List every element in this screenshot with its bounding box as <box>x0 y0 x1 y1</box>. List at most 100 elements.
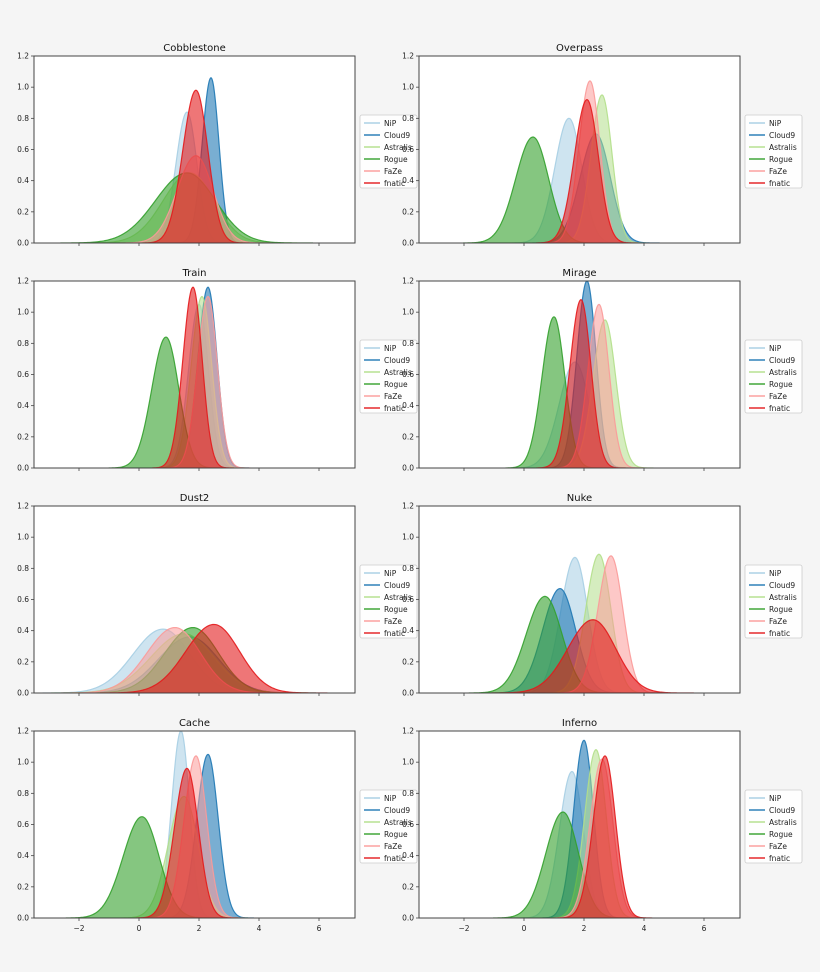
legend-box <box>744 564 803 639</box>
legend-label-astralis: Astralis <box>384 818 412 827</box>
legend-label-fnatic: fnatic <box>769 854 790 863</box>
legend-label-fnatic: fnatic <box>384 404 405 413</box>
legend-label-faze: FaZe <box>769 392 787 401</box>
y-tick-label: 0.2 <box>17 207 29 216</box>
legend-label-faze: FaZe <box>384 392 402 401</box>
density-nuke-fnatic <box>491 619 694 693</box>
y-tick-label: 0.2 <box>402 657 414 666</box>
legend-label-rogue: Rogue <box>384 155 408 164</box>
y-tick-label: 0.8 <box>17 114 29 123</box>
legend-label-astralis: Astralis <box>384 143 412 152</box>
legend-box <box>744 114 803 189</box>
y-tick-label: 0.2 <box>17 657 29 666</box>
panel-title-mirage: Mirage <box>562 268 596 279</box>
density-cache-fnatic <box>136 767 238 918</box>
panel-title-cache: Cache <box>179 718 210 729</box>
legend-label-nip: NiP <box>769 119 782 128</box>
y-tick-label: 1.0 <box>17 533 29 542</box>
y-tick-label: 0.8 <box>17 564 29 573</box>
y-tick-label: 0.2 <box>17 882 29 891</box>
legend-label-astralis: Astralis <box>769 818 797 827</box>
y-tick-label: 1.0 <box>402 533 414 542</box>
legend-label-cloud9: Cloud9 <box>384 581 410 590</box>
y-tick-label: 0.8 <box>402 564 414 573</box>
legend-box <box>744 789 803 864</box>
y-tick-label: 0.2 <box>402 207 414 216</box>
legend-label-fnatic: fnatic <box>769 179 790 188</box>
legend-box <box>744 339 803 414</box>
legend-label-faze: FaZe <box>769 842 787 851</box>
y-tick-label: 0.6 <box>17 820 29 829</box>
x-tick-label: 4 <box>257 924 262 933</box>
legend-label-fnatic: fnatic <box>384 629 405 638</box>
y-tick-label: 0.0 <box>17 914 29 923</box>
legend-label-rogue: Rogue <box>384 830 408 839</box>
y-tick-label: 1.0 <box>402 308 414 317</box>
y-tick-label: 1.0 <box>17 83 29 92</box>
x-tick-label: −2 <box>458 924 469 933</box>
legend-dust2: NiP Cloud9 Astralis Rogue FaZe fnatic <box>359 564 418 639</box>
legend-label-fnatic: fnatic <box>384 854 405 863</box>
legend-label-rogue: Rogue <box>769 605 793 614</box>
legend-box <box>359 114 418 189</box>
y-tick-label: 1.2 <box>17 727 29 736</box>
legend-label-astralis: Astralis <box>769 368 797 377</box>
density-dust2-fnatic <box>100 623 328 693</box>
x-tick-label: 4 <box>642 924 647 933</box>
panel-cobblestone: Cobblestone 0.0 0.2 0.4 0.6 0.8 1.0 1.2 NiP Cloud… <box>17 43 418 248</box>
legend-label-faze: FaZe <box>384 617 402 626</box>
y-tick-label: 1.2 <box>402 277 414 286</box>
legend-label-nip: NiP <box>769 344 782 353</box>
y-tick-label: 1.2 <box>402 52 414 61</box>
x-tick-label: 6 <box>702 924 707 933</box>
y-tick-label: 0.4 <box>17 851 29 860</box>
legend-box <box>359 339 418 414</box>
y-tick-label: 0.2 <box>402 882 414 891</box>
y-tick-label: 0.0 <box>17 689 29 698</box>
density-inferno-fnatic <box>557 755 653 918</box>
panel-title-nuke: Nuke <box>567 493 592 504</box>
legend-nuke: NiP Cloud9 Astralis Rogue FaZe fnatic <box>744 564 803 639</box>
density-train-fnatic <box>152 286 234 468</box>
y-tick-label: 0.0 <box>402 914 414 923</box>
y-tick-label: 0.0 <box>17 239 29 248</box>
legend-label-nip: NiP <box>384 344 397 353</box>
legend-label-cloud9: Cloud9 <box>384 356 410 365</box>
legend-box <box>359 789 418 864</box>
legend-label-astralis: Astralis <box>769 593 797 602</box>
legend-label-faze: FaZe <box>769 617 787 626</box>
x-tick-label: −2 <box>73 924 84 933</box>
legend-label-cloud9: Cloud9 <box>384 131 410 140</box>
y-tick-label: 0.0 <box>402 464 414 473</box>
legend-label-astralis: Astralis <box>384 368 412 377</box>
legend-label-faze: FaZe <box>384 842 402 851</box>
y-tick-label: 0.6 <box>402 145 414 154</box>
legend-label-fnatic: fnatic <box>769 629 790 638</box>
panel-dust2: Dust2 0.0 0.2 0.4 0.6 0.8 1.0 1.2 NiP Cloud9 Astra… <box>17 493 418 698</box>
legend-label-nip: NiP <box>384 569 397 578</box>
y-tick-label: 1.0 <box>402 83 414 92</box>
legend-label-astralis: Astralis <box>769 143 797 152</box>
y-tick-label: 0.6 <box>17 370 29 379</box>
y-tick-label: 1.2 <box>17 52 29 61</box>
y-tick-label: 0.4 <box>402 176 414 185</box>
legend-label-faze: FaZe <box>384 167 402 176</box>
density-cobblestone-fnatic <box>142 89 250 243</box>
y-tick-label: 0.4 <box>402 401 414 410</box>
panel-inferno: Inferno 0.0 0.2 0.4 0.6 0.8 1.0 1.2 −2 0 2 4 6 NiP Clo… <box>402 718 803 933</box>
density-overpass-fnatic <box>536 99 638 243</box>
y-tick-label: 0.6 <box>17 145 29 154</box>
panel-title-dust2: Dust2 <box>180 493 210 504</box>
x-tick-label: 6 <box>317 924 322 933</box>
legend-label-nip: NiP <box>384 119 397 128</box>
y-tick-label: 1.2 <box>402 502 414 511</box>
x-tick-label: 0 <box>522 924 527 933</box>
legend-label-rogue: Rogue <box>384 380 408 389</box>
panel-nuke: Nuke 0.0 0.2 0.4 0.6 0.8 1.0 1.2 NiP Cloud9 Astral… <box>402 493 803 698</box>
y-tick-label: 1.2 <box>17 277 29 286</box>
legend-label-nip: NiP <box>384 794 397 803</box>
y-tick-label: 0.6 <box>17 595 29 604</box>
x-tick-label: 0 <box>137 924 142 933</box>
y-tick-label: 0.0 <box>17 464 29 473</box>
